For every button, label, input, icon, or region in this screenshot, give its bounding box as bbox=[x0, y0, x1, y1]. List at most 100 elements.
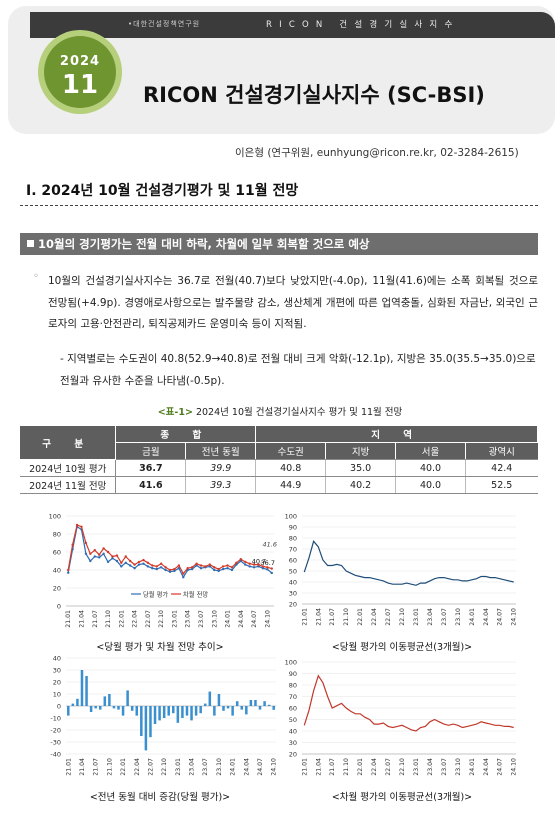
data-point bbox=[221, 567, 225, 571]
x-tick-label: 22.01 bbox=[357, 758, 364, 776]
data-point bbox=[142, 562, 145, 565]
table-cell: 40.0 bbox=[395, 459, 466, 477]
x-tick-label: 23.07 bbox=[202, 758, 209, 776]
y-tick-label: 50 bbox=[289, 568, 297, 576]
y-tick-label: 20 bbox=[53, 585, 61, 593]
bar bbox=[130, 706, 134, 711]
bar bbox=[240, 706, 244, 710]
data-point bbox=[89, 559, 92, 563]
bar bbox=[140, 706, 143, 736]
table-cell: 42.4 bbox=[465, 459, 538, 477]
data-point bbox=[106, 550, 110, 554]
x-tick-label: 21.07 bbox=[329, 608, 336, 626]
data-point bbox=[173, 567, 176, 571]
data-point bbox=[151, 564, 154, 567]
x-tick-label: 21.10 bbox=[343, 608, 350, 626]
data-point bbox=[111, 557, 114, 560]
data-point bbox=[182, 576, 185, 579]
data-point bbox=[261, 565, 265, 568]
x-tick-label: 24.04 bbox=[483, 608, 490, 626]
data-point bbox=[248, 562, 251, 565]
bar bbox=[231, 706, 234, 716]
x-tick-label: 22.01 bbox=[118, 610, 125, 628]
data-point bbox=[248, 565, 251, 568]
bar bbox=[267, 704, 271, 706]
chart-trend: 0 20 40 60 80 100 21.01 21.04 21.07 21.10 22.01 22.… bbox=[49, 513, 277, 628]
data-point bbox=[208, 563, 212, 566]
data-point bbox=[106, 560, 110, 564]
x-tick-label: 21.04 bbox=[78, 610, 85, 628]
table-caption: <표-1> 2024년 10월 건설경기실사지수 평가 및 11월 전망 bbox=[0, 404, 560, 418]
x-tick-label: 21.07 bbox=[92, 610, 99, 628]
data-point bbox=[102, 547, 105, 550]
data-point bbox=[146, 561, 150, 564]
bar bbox=[167, 706, 170, 716]
y-tick-label: 0 bbox=[57, 703, 61, 711]
bar bbox=[245, 706, 248, 715]
bar bbox=[263, 701, 266, 706]
data-point bbox=[133, 563, 136, 566]
y-tick-label: 90 bbox=[289, 524, 297, 532]
subheading-square-icon bbox=[27, 240, 34, 247]
data-point bbox=[128, 564, 132, 567]
data-point bbox=[221, 565, 225, 568]
x-tick-label: 24.01 bbox=[225, 610, 232, 628]
table-cell: 39.9 bbox=[185, 459, 257, 477]
y-tick-label: 100 bbox=[49, 513, 61, 521]
header-top-bar bbox=[30, 12, 555, 38]
bar bbox=[258, 706, 262, 710]
data-point bbox=[252, 566, 256, 569]
data-point bbox=[115, 559, 119, 563]
data-point bbox=[111, 555, 114, 558]
x-tick-label: 21.04 bbox=[315, 758, 322, 776]
table-caption-label: <표-1> bbox=[157, 407, 193, 418]
data-point bbox=[208, 565, 212, 568]
table-cell: 44.9 bbox=[255, 476, 327, 494]
x-tick-label: 24.07 bbox=[257, 758, 264, 776]
paragraph-summary: 10월의 건설경기실사지수는 36.7로 전월(40.7)보다 낮았지만(-4.… bbox=[48, 275, 538, 330]
x-tick-label: 23.04 bbox=[427, 758, 434, 776]
brand-name: RICON 건설경기실사지수 bbox=[266, 20, 460, 30]
x-tick-label: 22.01 bbox=[357, 608, 364, 626]
legend-label-current: 당월 평가 bbox=[143, 590, 168, 599]
x-tick-label: 24.10 bbox=[264, 610, 271, 628]
y-tick-label: 30 bbox=[289, 590, 297, 598]
y-tick-label: 40 bbox=[289, 579, 297, 587]
bar bbox=[108, 694, 111, 706]
bar bbox=[76, 698, 79, 706]
x-tick-label: 23.07 bbox=[441, 758, 448, 776]
x-tick-label: 22.10 bbox=[158, 610, 165, 628]
x-tick-label: 22.07 bbox=[385, 758, 392, 776]
y-tick-label: 90 bbox=[289, 670, 297, 678]
x-tick-label: 24.01 bbox=[230, 758, 237, 776]
row-label: 2024년 10월 평가 bbox=[20, 459, 117, 477]
bar bbox=[117, 706, 120, 710]
data-point bbox=[261, 567, 265, 570]
chart-caption-ma-next: <차월 평가의 이동평균선(3개월)> bbox=[331, 792, 473, 803]
data-point bbox=[190, 566, 194, 569]
bar bbox=[89, 706, 93, 712]
y-tick-label: -10 bbox=[50, 715, 61, 723]
x-tick-label: 24.04 bbox=[483, 758, 490, 776]
x-tick-label: 21.01 bbox=[301, 758, 308, 776]
data-point bbox=[213, 568, 216, 572]
data-label: 36.7 bbox=[261, 559, 275, 567]
x-tick-label: 23.10 bbox=[455, 608, 462, 626]
y-tick-label: 30 bbox=[289, 739, 297, 747]
data-point bbox=[182, 572, 185, 575]
data-point bbox=[159, 562, 163, 565]
x-tick-label: 21.01 bbox=[65, 610, 72, 628]
x-tick-label: 23.04 bbox=[427, 608, 434, 626]
y-tick-label: 80 bbox=[53, 531, 61, 539]
data-label: 41.6 bbox=[263, 541, 277, 549]
row-label: 2024년 11월 전망 bbox=[20, 476, 117, 494]
x-tick-label: 24.07 bbox=[497, 608, 504, 626]
section-divider bbox=[20, 205, 538, 206]
data-point bbox=[128, 559, 132, 563]
data-point bbox=[186, 567, 189, 570]
x-tick-label: 22.04 bbox=[371, 758, 378, 776]
x-tick-label: 21.10 bbox=[343, 758, 350, 776]
x-tick-label: 22.10 bbox=[399, 758, 406, 776]
y-tick-label: 0 bbox=[57, 603, 61, 611]
bar bbox=[181, 706, 184, 718]
